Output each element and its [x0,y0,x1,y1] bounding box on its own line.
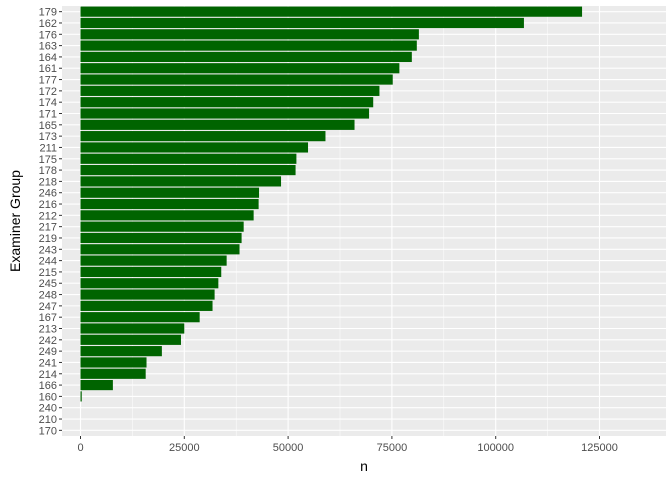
y-tick-label: 164 [39,52,57,64]
bar [80,29,419,40]
bar [80,357,147,368]
y-tick-label: 176 [39,29,57,41]
y-tick-label: 162 [39,18,57,30]
bar [80,346,162,357]
bar [80,17,524,29]
y-tick-label: 166 [39,380,57,392]
y-tick-label: 248 [39,290,57,302]
y-tick-label: 240 [39,403,57,415]
y-tick-label: 216 [39,199,57,211]
bar [80,312,200,323]
y-tick-label: 243 [39,244,57,256]
y-tick-label: 172 [39,86,57,98]
y-tick-label: 219 [39,233,57,245]
bar [80,40,417,51]
bar [80,391,82,402]
bar [80,176,282,187]
y-tick-label: 214 [39,369,57,381]
bar [80,255,227,266]
bar [80,51,412,63]
bar [80,63,400,74]
y-tick-label: 246 [39,188,57,200]
bar [80,198,259,210]
bar [80,278,219,289]
bar [80,108,370,119]
bar [80,74,393,85]
y-axis-ticks: 1791621761631641611771721741711651732111… [39,7,62,437]
x-tick-label: 100000 [477,442,514,454]
bar [80,6,583,17]
bar [80,323,185,334]
x-tick-label: 25000 [169,442,200,454]
y-tick-label: 245 [39,278,57,290]
x-tick-label: 50000 [273,442,304,454]
bar [80,119,355,130]
y-tick-label: 247 [39,301,57,313]
y-tick-label: 171 [39,109,57,121]
y-tick-label: 167 [39,312,57,324]
y-tick-label: 242 [39,335,57,347]
bar [80,187,260,198]
y-tick-label: 161 [39,63,57,75]
bar [80,153,297,164]
y-tick-label: 175 [39,154,57,166]
y-tick-label: 249 [39,346,57,358]
bar [80,379,113,391]
y-tick-label: 177 [39,75,57,87]
y-tick-label: 215 [39,267,57,279]
bar [80,142,309,153]
bars [80,6,583,402]
bar [80,334,181,345]
x-tick-label: 75000 [377,442,408,454]
x-axis-ticks: 0 25000 50000 75000 100000 125000 [77,436,618,454]
y-axis-title: Examiner Group [7,170,23,272]
y-tick-label: 173 [39,131,57,143]
y-tick-label: 211 [39,142,57,154]
x-axis-title: n [360,458,368,474]
x-tick-label: 125000 [581,442,618,454]
y-tick-label: 217 [39,222,57,234]
bar [80,221,244,232]
y-tick-label: 179 [39,7,57,19]
y-tick-label: 160 [39,391,57,403]
bar [80,131,326,142]
bar [80,266,222,278]
bar [80,164,296,176]
bar [80,232,242,244]
bar [80,289,215,300]
y-tick-label: 218 [39,176,57,188]
y-tick-label: 165 [39,120,57,132]
y-tick-label: 174 [39,97,57,109]
bar [80,300,213,311]
bar [80,368,146,379]
x-tick-label: 0 [77,442,83,454]
bar [80,97,374,108]
y-tick-label: 210 [39,414,57,426]
y-tick-label: 178 [39,165,57,177]
y-tick-label: 170 [39,425,57,437]
y-tick-label: 241 [39,357,57,369]
y-tick-label: 163 [39,41,57,53]
y-tick-label: 244 [39,256,57,268]
bar [80,244,240,255]
bar [80,210,254,221]
y-tick-label: 213 [39,324,57,336]
bar [80,85,380,96]
y-tick-label: 212 [39,210,57,222]
